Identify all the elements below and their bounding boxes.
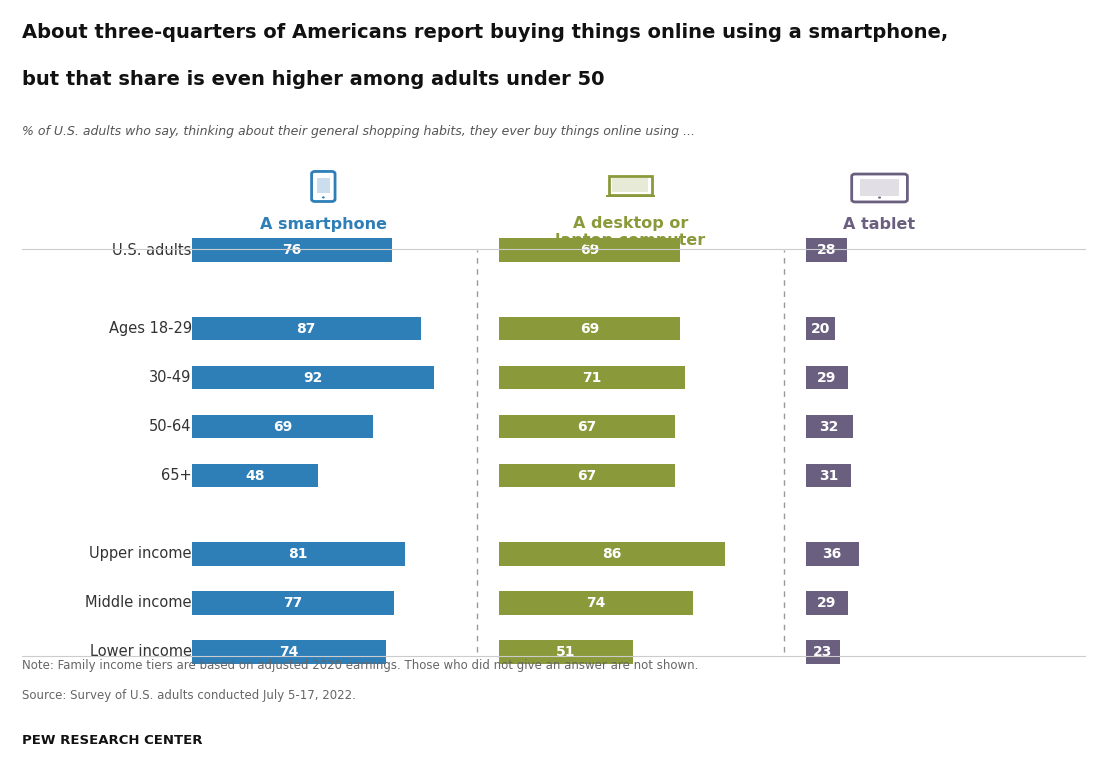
- Text: About three-quarters of Americans report buying things online using a smartphone: About three-quarters of Americans report…: [22, 23, 948, 42]
- Text: 50-64: 50-64: [149, 419, 192, 434]
- FancyBboxPatch shape: [499, 415, 675, 438]
- Text: 65+: 65+: [161, 468, 192, 483]
- Text: 30-49: 30-49: [149, 370, 192, 385]
- Text: 71: 71: [582, 371, 602, 384]
- Text: 92: 92: [304, 371, 322, 384]
- Text: 32: 32: [820, 419, 838, 434]
- Text: A tablet: A tablet: [844, 218, 915, 232]
- Text: 69: 69: [273, 419, 293, 434]
- FancyBboxPatch shape: [192, 542, 404, 565]
- FancyBboxPatch shape: [499, 542, 724, 565]
- Text: Note: Family income tiers are based on adjusted 2020 earnings. Those who did not: Note: Family income tiers are based on a…: [22, 659, 698, 672]
- Text: 74: 74: [279, 645, 299, 659]
- Text: 28: 28: [817, 243, 836, 257]
- FancyBboxPatch shape: [192, 239, 391, 262]
- FancyBboxPatch shape: [499, 464, 675, 487]
- Text: A smartphone: A smartphone: [260, 218, 387, 232]
- Text: Lower income: Lower income: [90, 644, 192, 659]
- Text: 29: 29: [818, 596, 836, 610]
- FancyBboxPatch shape: [499, 641, 632, 663]
- Text: A desktop or
laptop computer: A desktop or laptop computer: [555, 216, 706, 249]
- FancyBboxPatch shape: [806, 317, 835, 340]
- Text: Source: Survey of U.S. adults conducted July 5-17, 2022.: Source: Survey of U.S. adults conducted …: [22, 688, 356, 702]
- Text: 20: 20: [811, 321, 830, 336]
- FancyBboxPatch shape: [499, 317, 681, 340]
- Text: 67: 67: [578, 468, 596, 483]
- Text: 81: 81: [288, 547, 308, 561]
- Text: 36: 36: [823, 547, 842, 561]
- FancyBboxPatch shape: [192, 464, 318, 487]
- Text: 67: 67: [578, 419, 596, 434]
- Text: PEW RESEARCH CENTER: PEW RESEARCH CENTER: [22, 734, 203, 747]
- Text: but that share is even higher among adults under 50: but that share is even higher among adul…: [22, 70, 604, 89]
- Text: 69: 69: [580, 321, 600, 336]
- FancyBboxPatch shape: [806, 239, 847, 262]
- FancyBboxPatch shape: [192, 366, 434, 389]
- Text: % of U.S. adults who say, thinking about their general shopping habits, they eve: % of U.S. adults who say, thinking about…: [22, 125, 695, 138]
- FancyBboxPatch shape: [806, 415, 853, 438]
- Text: 29: 29: [818, 371, 836, 384]
- FancyBboxPatch shape: [806, 464, 852, 487]
- FancyBboxPatch shape: [499, 591, 694, 615]
- Text: Upper income: Upper income: [89, 547, 192, 562]
- Text: 76: 76: [282, 243, 301, 257]
- FancyBboxPatch shape: [192, 415, 374, 438]
- Text: 23: 23: [813, 645, 832, 659]
- FancyBboxPatch shape: [806, 591, 848, 615]
- FancyBboxPatch shape: [806, 366, 848, 389]
- Text: 48: 48: [246, 468, 264, 483]
- Text: 69: 69: [580, 243, 600, 257]
- Text: 77: 77: [284, 596, 302, 610]
- Text: Ages 18-29: Ages 18-29: [109, 321, 192, 336]
- Text: 74: 74: [586, 596, 606, 610]
- FancyBboxPatch shape: [499, 366, 685, 389]
- Text: U.S. adults: U.S. adults: [113, 243, 192, 258]
- Text: 86: 86: [602, 547, 621, 561]
- FancyBboxPatch shape: [806, 641, 840, 663]
- FancyBboxPatch shape: [806, 542, 859, 565]
- Text: 51: 51: [556, 645, 575, 659]
- Text: 31: 31: [819, 468, 838, 483]
- Text: 87: 87: [297, 321, 316, 336]
- FancyBboxPatch shape: [192, 591, 395, 615]
- FancyBboxPatch shape: [192, 641, 387, 663]
- FancyBboxPatch shape: [499, 239, 681, 262]
- FancyBboxPatch shape: [192, 317, 421, 340]
- Text: Middle income: Middle income: [85, 595, 192, 610]
